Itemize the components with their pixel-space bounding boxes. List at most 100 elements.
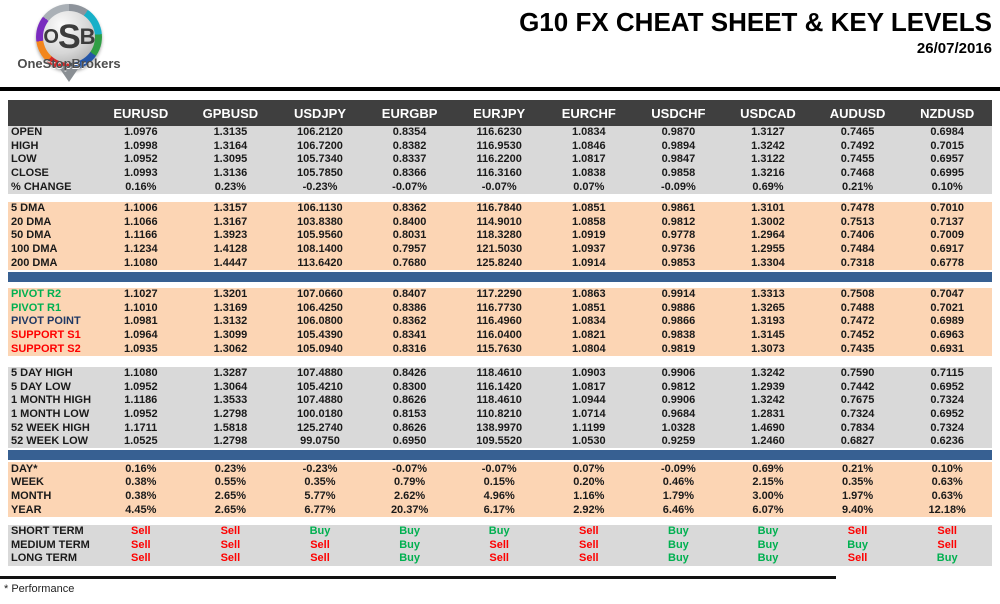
value-cell: 117.2290 [476,288,522,301]
value-cell: 20.37% [390,503,429,516]
value-cell: 0.8362 [392,202,427,215]
value-cell: 1.3145 [751,329,785,342]
table-row: 20 DMA 1.1066 1.3167 103.8380 0.8400 114.9010… [8,216,992,230]
value-cell: 0.7675 [840,394,875,407]
value-cell: 1.0714 [571,407,606,420]
row-label: HIGH [11,139,39,152]
value-cell: 6.07% [752,503,784,516]
value-cell: 0.9838 [661,329,696,342]
report-date: 26/07/2016 [916,39,992,57]
value-cell: -0.07% [481,462,517,475]
value-cell: 0.7590 [840,367,875,380]
page-title: G10 FX CHEAT SHEET & KEY LEVELS [519,7,992,37]
value-cell: 1.0817 [571,380,606,393]
value-cell: 0.7957 [392,243,427,256]
value-cell: 1.3132 [213,315,248,328]
value-cell: 0.7406 [840,229,875,242]
value-cell: 0.69% [752,462,784,475]
table-section-dma: 5 DMA 1.1006 1.3157 106.1130 0.8362 116.7840 1… [8,201,992,270]
value-cell: 0.69% [752,180,784,193]
value-cell: 1.2460 [751,435,785,448]
value-cell: 106.7200 [297,139,343,152]
signal-cell: Sell [847,552,868,565]
value-cell: 0.8354 [392,126,427,139]
value-cell: 1.16% [573,489,605,502]
value-cell: 0.6827 [840,435,875,448]
table-row: LOW 1.0952 1.3095 105.7340 0.8337 116.2200 1.0… [8,153,992,167]
value-cell: 0.8362 [392,315,427,328]
signal-cell: Sell [220,552,241,565]
value-cell: 0.8407 [392,288,427,301]
value-cell: 1.1010 [123,301,158,314]
row-label: 20 DMA [11,215,52,228]
value-cell: 0.6778 [930,256,965,269]
value-cell: 0.23% [214,462,246,475]
signal-cell: Sell [220,525,241,538]
value-cell: 0.35% [304,476,336,489]
row-label: YEAR [11,503,42,516]
value-cell: 1.3062 [213,342,248,355]
value-cell: 105.9560 [297,229,343,242]
logo-letter-s: S [57,18,81,56]
row-label: SUPPORT S2 [11,342,81,355]
value-cell: 2.65% [214,489,246,502]
value-cell: 1.3099 [213,329,248,342]
row-label: LOW [11,153,37,166]
value-cell: 4.45% [125,503,157,516]
column-header-usdchf: USDCHF [651,105,706,121]
value-cell: 0.7015 [930,139,965,152]
blue-section-divider [8,271,992,282]
signal-cell: Sell [937,538,957,551]
value-cell: 105.7850 [297,167,343,180]
value-cell: 106.4250 [297,301,343,314]
table-row: WEEK 0.38% 0.55% 0.35% 0.79% 0.15% 0.20% 0.46% 2… [8,476,992,490]
value-cell: 1.3002 [751,215,785,228]
value-cell: 0.15% [483,476,515,489]
row-label: 52 WEEK HIGH [11,421,90,434]
value-cell: 105.7340 [297,153,343,166]
signal-cell: Buy [668,552,689,565]
signal-cell: Buy [488,525,510,538]
value-cell: 0.9819 [661,342,696,355]
value-cell: 1.3164 [213,139,248,152]
value-cell: 0.7047 [930,288,965,301]
value-cell: 110.8210 [476,407,522,420]
value-cell: 116.7840 [476,202,522,215]
table-row: HIGH 1.0998 1.3164 106.7200 0.8382 116.9530 1.… [8,140,992,154]
signal-cell: Sell [220,538,241,551]
table-row: LONG TERM Sell Sell Sell Buy Sell Sell Buy Buy Se… [8,552,992,566]
column-header-gpbusd: GPBUSD [202,105,259,121]
fx-table: EURUSD GPBUSD USDJPY EURGBP EURJPY EURCHF USDC… [8,100,992,566]
value-cell: 0.7455 [840,153,875,166]
row-label: WEEK [11,476,44,489]
value-cell: 0.16% [125,180,157,193]
value-cell: 0.8031 [392,229,427,242]
value-cell: 0.8341 [392,329,427,342]
row-label: SHORT TERM [11,525,84,538]
row-label: DAY* [11,462,38,475]
signal-cell: Buy [309,525,331,538]
value-cell: 0.9853 [661,256,696,269]
value-cell: 109.5520 [476,435,523,448]
value-cell: 0.9906 [661,367,696,380]
value-cell: 1.0525 [123,435,158,448]
table-row: DAY* 0.16% 0.23% -0.23% -0.07% -0.07% 0.07% -0.… [8,462,992,476]
value-cell: 1.0834 [571,126,606,139]
value-cell: 0.8316 [392,342,427,355]
value-cell: 0.16% [125,462,157,475]
value-cell: 1.3265 [751,301,785,314]
value-cell: 6.46% [662,503,694,516]
value-cell: 1.0858 [571,215,606,228]
value-cell: 108.1400 [297,243,343,256]
signal-cell: Buy [668,525,689,538]
value-cell: 1.2798 [213,407,248,420]
value-cell: 0.7478 [840,202,875,215]
blue-section-divider [8,450,992,461]
value-cell: 1.0952 [123,380,158,393]
table-section-pivots: PIVOT R2 1.1027 1.3201 107.0660 0.8407 117.22… [8,287,992,356]
table-row: YEAR 4.45% 2.65% 6.77% 20.37% 6.17% 2.92% 6.46%… [8,503,992,517]
table-row: 100 DMA 1.1234 1.4128 108.1400 0.7957 121.503… [8,243,992,257]
table-row: SUPPORT S1 1.0964 1.3099 105.4390 0.8341 116.… [8,329,992,343]
value-cell: 1.3923 [213,229,248,242]
